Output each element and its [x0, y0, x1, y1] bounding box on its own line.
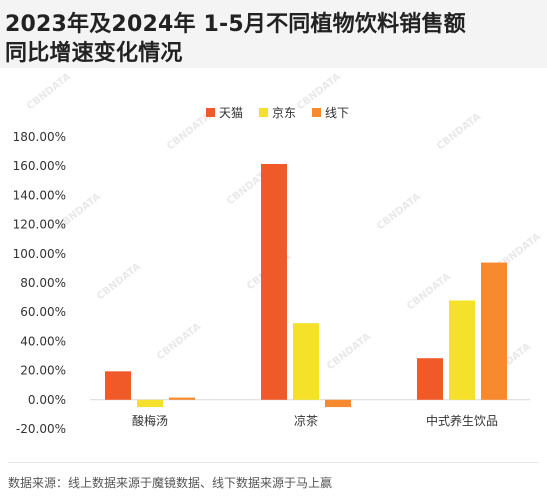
- legend-swatch-1: [259, 108, 268, 117]
- y-tick-label: 120.00%: [13, 218, 66, 232]
- legend-label-0: 天猫: [219, 106, 243, 120]
- bar-1-1: [293, 323, 319, 400]
- chart-title-line-2: 同比增速变化情况: [5, 41, 183, 66]
- y-tick-label: 180.00%: [13, 130, 66, 144]
- x-category-label: 中式养生饮品: [426, 413, 498, 428]
- legend-label-2: 线下: [325, 106, 349, 120]
- x-category-label: 凉茶: [294, 413, 318, 428]
- watermark-text: CBNDATA: [325, 331, 373, 372]
- bar-0-0: [105, 371, 131, 400]
- legend-label-1: 京东: [272, 106, 296, 120]
- chart-title-line-1: 2023年及2024年 1-5月不同植物饮料销售额: [5, 12, 466, 37]
- watermark-text: CBNDATA: [405, 271, 453, 312]
- watermark-text: CBNDATA: [435, 111, 483, 152]
- watermark-text: CBNDATA: [165, 111, 213, 152]
- watermark-text: CBNDATA: [155, 321, 203, 362]
- bar-2-0: [169, 397, 195, 400]
- title-bar: 2023年及2024年 1-5月不同植物饮料销售额 同比增速变化情况: [0, 0, 547, 68]
- bar-2-1: [325, 399, 351, 408]
- y-tick-label: 160.00%: [13, 159, 66, 173]
- bar-chart: CBNDATA CBNDATA CBNDATA CBNDATA CBNDATA CBNDA…: [13, 71, 544, 436]
- bar-0-1: [261, 164, 287, 400]
- source-divider: [8, 462, 539, 463]
- watermark-text: CBNDATA: [95, 261, 143, 302]
- legend-swatch-0: [206, 108, 215, 117]
- bar-2-2: [481, 262, 507, 400]
- y-tick-label: -20.00%: [16, 422, 66, 436]
- legend-swatch-2: [312, 108, 321, 117]
- y-tick-label: 0.00%: [28, 393, 66, 407]
- bar-1-0: [137, 399, 163, 408]
- y-tick-label: 40.00%: [20, 334, 66, 348]
- x-category-label: 酸梅汤: [132, 413, 168, 428]
- y-tick-label: 20.00%: [20, 364, 66, 378]
- y-tick-label: 80.00%: [20, 276, 66, 290]
- y-tick-label: 60.00%: [20, 305, 66, 319]
- watermark-text: CBNDATA: [375, 191, 423, 232]
- bar-1-2: [449, 300, 475, 400]
- bar-0-2: [417, 358, 443, 400]
- y-tick-label: 100.00%: [13, 247, 66, 261]
- data-source-note: 数据来源：线上数据来源于魔镜数据、线下数据来源于马上赢: [8, 476, 333, 490]
- y-tick-label: 140.00%: [13, 188, 66, 202]
- watermark-text: CBNDATA: [25, 71, 73, 112]
